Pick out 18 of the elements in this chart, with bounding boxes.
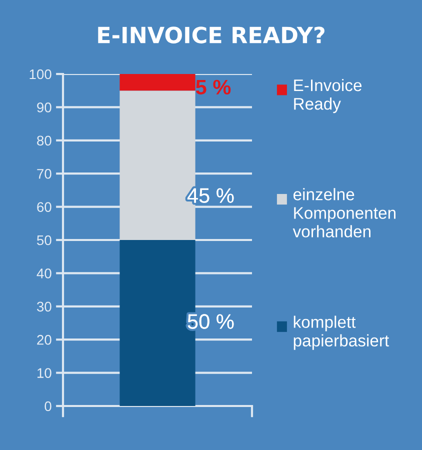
y-tick-label: 40	[36, 268, 52, 278]
data-label: 50 %	[188, 314, 234, 329]
y-tick-label: 90	[37, 102, 52, 112]
y-tick-label: 50	[36, 235, 52, 246]
y-tick-label: 0	[44, 401, 52, 412]
y-tick-label: 70	[37, 168, 52, 179]
y-tick-label: 20	[37, 334, 52, 345]
y-tick-label: 80	[37, 136, 52, 146]
legend-label: E-Invoice Ready	[294, 78, 362, 114]
y-tick-label: 60	[37, 202, 52, 212]
y-tick-label: 100	[30, 69, 52, 80]
legend-label: komplett papierbasiert	[294, 316, 390, 350]
legend-label: einzelne Komponenten vorhanden	[292, 188, 396, 238]
y-tick-label: 30	[36, 302, 52, 312]
data-label: 5 %	[196, 80, 231, 95]
bar	[120, 74, 196, 91]
y-tick-label: 10	[38, 368, 52, 378]
chart-title: E-INVOICE READY?	[98, 26, 324, 44]
